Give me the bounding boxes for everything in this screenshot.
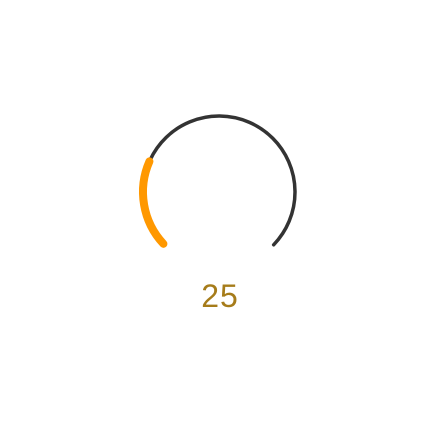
- gauge-value-label: 25: [201, 278, 239, 314]
- gauge-track: [141, 114, 297, 247]
- gauge-progress-arc: [139, 157, 168, 248]
